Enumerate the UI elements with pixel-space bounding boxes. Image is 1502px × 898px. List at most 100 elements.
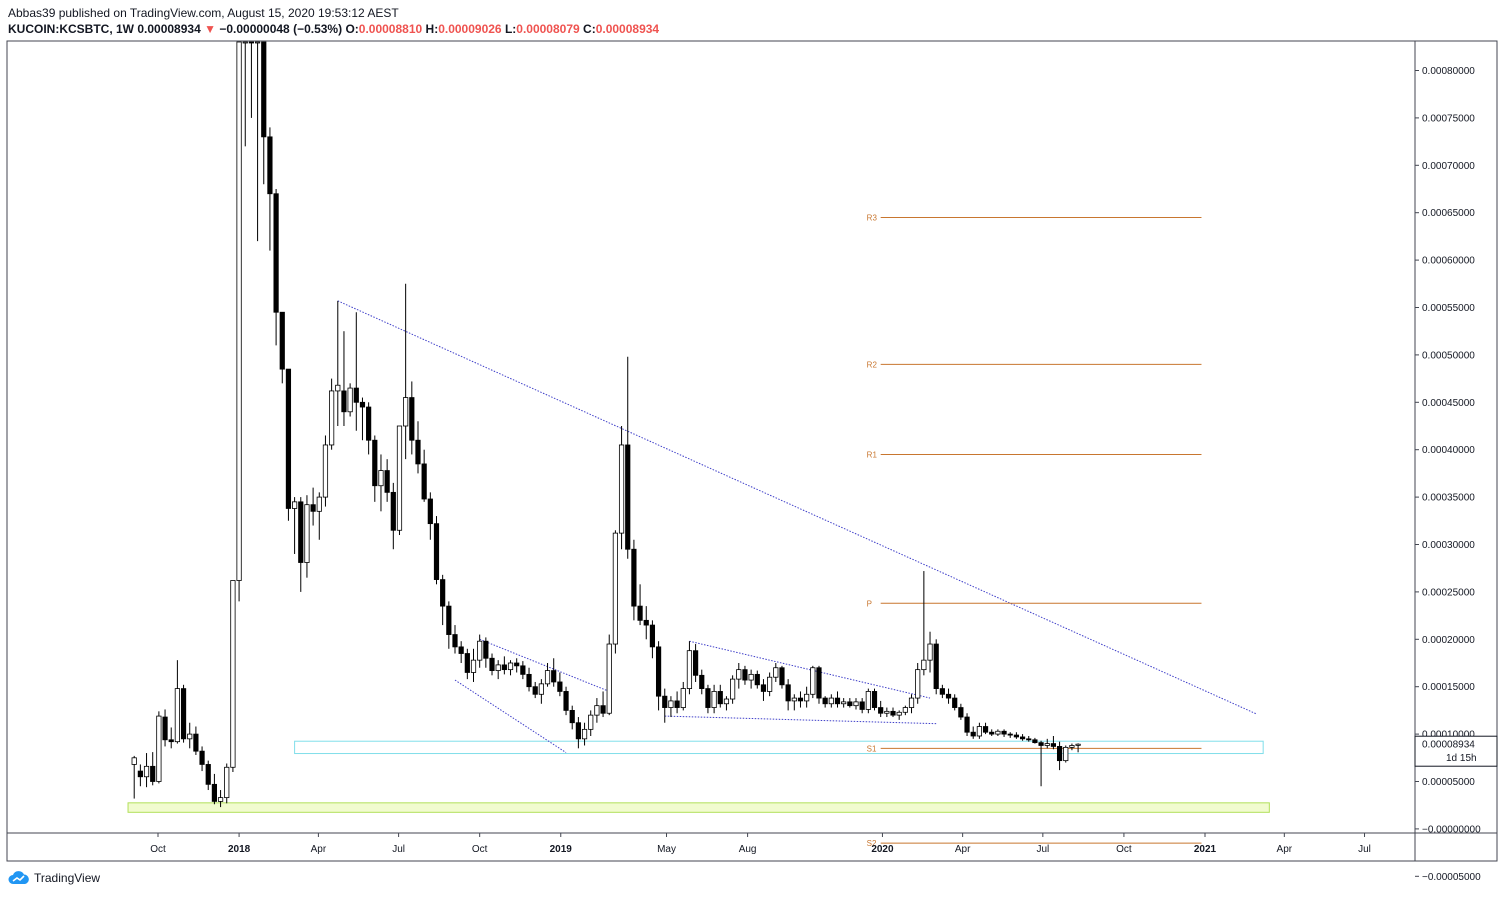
candle-body <box>292 501 298 509</box>
candle-body <box>884 710 890 714</box>
candle-body <box>551 670 557 683</box>
candle-body <box>896 711 902 716</box>
pivot-label-s2: S2 <box>867 839 877 848</box>
candle <box>989 729 995 736</box>
time-tick-label: Jul <box>1036 844 1049 855</box>
candle-body <box>668 700 674 708</box>
open-label: O: <box>345 22 359 36</box>
candle <box>631 539 637 621</box>
candle <box>1013 732 1019 739</box>
candle-body <box>1069 745 1075 748</box>
candle <box>242 41 248 147</box>
tradingview-brand[interactable]: TradingView <box>8 871 100 885</box>
candle <box>847 698 853 708</box>
candle <box>322 435 329 507</box>
symbol-label: KUCOIN:KCSBTC, 1W <box>8 22 134 36</box>
candle-body <box>310 504 316 512</box>
candle <box>464 648 470 680</box>
time-tick-label: 2019 <box>550 844 573 855</box>
candle-body <box>828 697 834 705</box>
candle <box>1007 732 1013 738</box>
candle-body <box>421 463 427 500</box>
candle <box>514 658 520 673</box>
candle <box>575 717 581 749</box>
candle <box>982 722 989 735</box>
candle <box>187 722 193 749</box>
candle <box>366 402 372 455</box>
candle-body <box>526 673 532 688</box>
candle-body <box>822 697 828 705</box>
candle-body <box>230 580 236 768</box>
candle <box>699 669 705 695</box>
candle <box>884 707 890 718</box>
candle <box>995 729 1001 736</box>
channel-2018-upper <box>479 638 610 692</box>
candle-body <box>199 750 205 765</box>
candle <box>538 679 544 704</box>
candle-body <box>433 523 440 580</box>
low-value: 0.00008079 <box>516 22 580 36</box>
candle-body <box>409 397 415 441</box>
price-tick-label: 0.00055000 <box>1422 303 1475 314</box>
candle <box>927 631 933 673</box>
candle-body <box>440 579 446 607</box>
candle <box>470 648 477 682</box>
candle-body <box>174 688 180 743</box>
candle <box>878 700 884 718</box>
candle-body <box>970 731 976 737</box>
candle <box>748 669 754 689</box>
candle <box>785 679 791 711</box>
candle <box>612 530 619 654</box>
candle <box>1056 741 1063 771</box>
price-axis[interactable]: 0.00080000 0.00075000 0.00070000 0.00065000… <box>1414 66 1498 898</box>
candle-body <box>254 41 261 44</box>
candle-body <box>637 605 643 621</box>
candle <box>174 660 180 744</box>
candle-body <box>483 640 489 659</box>
candle <box>902 705 908 716</box>
time-tick-label: Apr <box>1277 844 1293 855</box>
candle <box>915 663 921 704</box>
close-value: 0.00008934 <box>595 22 660 36</box>
candle <box>341 331 347 426</box>
candle-body <box>396 425 403 531</box>
candle <box>211 773 218 805</box>
candle-body <box>1038 742 1044 746</box>
candle-body <box>588 714 594 730</box>
candle-body <box>674 700 680 708</box>
candle-body <box>865 691 871 710</box>
candle-body <box>773 667 779 678</box>
candle-body <box>403 397 409 427</box>
price-tick-label: 0.00070000 <box>1422 161 1475 172</box>
candle-body <box>372 439 378 487</box>
candle-body <box>217 797 224 802</box>
candle <box>834 691 841 708</box>
candle-body <box>878 707 884 714</box>
candle <box>754 670 760 689</box>
candle-body <box>859 701 865 710</box>
candle <box>1050 735 1057 750</box>
candle <box>415 421 421 474</box>
last-price: 0.00008934 <box>137 22 201 36</box>
candle <box>199 746 205 772</box>
candle <box>581 722 588 746</box>
time-axis[interactable]: Oct 2018 Apr Jul Oct 2019 May Aug 2020 Apr Jul Oct 2… <box>150 833 1371 855</box>
candles-layer <box>131 41 1081 808</box>
candle-body <box>958 707 964 718</box>
candle-body <box>384 470 390 493</box>
candle <box>760 679 767 701</box>
candle <box>662 688 668 723</box>
candle <box>520 661 526 680</box>
candle-body <box>248 41 255 44</box>
candle <box>236 41 242 602</box>
descending-trendline <box>337 300 1258 715</box>
candle <box>440 574 446 626</box>
candle-body <box>261 41 267 138</box>
price-tick-label: 0.00040000 <box>1422 445 1475 456</box>
candle-body <box>162 716 168 741</box>
candle <box>976 722 982 739</box>
candle-body <box>224 766 230 799</box>
down-arrow-icon: ▼ <box>204 22 216 36</box>
candle <box>958 703 964 720</box>
